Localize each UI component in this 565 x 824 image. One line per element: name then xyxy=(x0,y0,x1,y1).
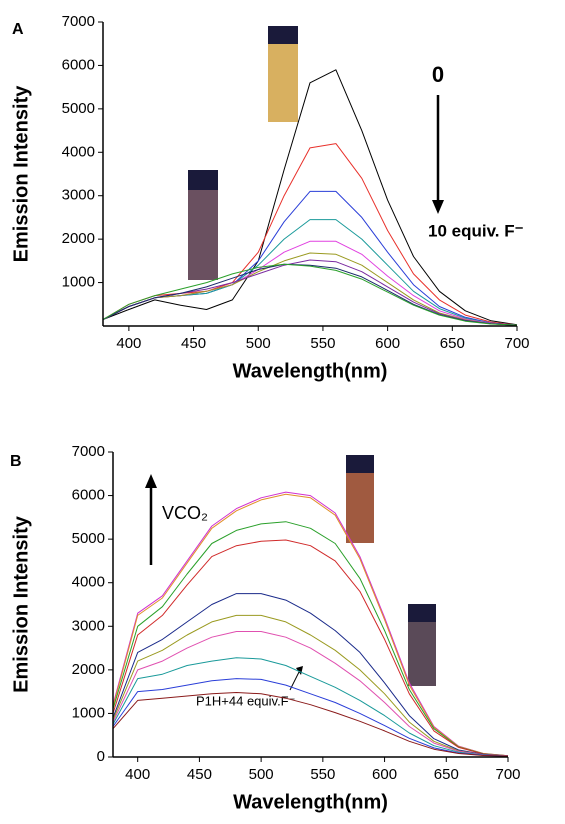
x-tick-label: 400 xyxy=(125,766,150,783)
emission-curve xyxy=(112,692,509,757)
arrow-head xyxy=(145,474,157,488)
arrow-head xyxy=(432,200,444,214)
emission-curve xyxy=(112,614,509,757)
x-tick-label: 400 xyxy=(116,335,141,352)
y-tick-label: 2000 xyxy=(72,661,105,678)
y-tick-label: 3000 xyxy=(62,187,95,204)
x-tick-label: 550 xyxy=(310,766,335,783)
x-tick-label: 450 xyxy=(187,766,212,783)
x-tick-label: 650 xyxy=(434,766,459,783)
y-tick-label: 6000 xyxy=(72,487,105,504)
emission-curve xyxy=(102,69,518,326)
emission-curve xyxy=(112,493,509,757)
emission-curve xyxy=(102,190,518,326)
emission-curve xyxy=(112,521,509,757)
x-tick-label: 600 xyxy=(375,335,400,352)
x-axis-title: Wavelength(nm) xyxy=(233,360,388,382)
emission-curve xyxy=(112,678,509,757)
vial-cap xyxy=(408,604,436,622)
vial-cap xyxy=(188,170,218,190)
annotation: 0 xyxy=(432,62,444,87)
y-tick-label: 2000 xyxy=(62,230,95,247)
y-tick-label: 7000 xyxy=(72,443,105,460)
y-tick-label: 4000 xyxy=(62,143,95,160)
vial-cap xyxy=(346,455,374,473)
y-tick-label: 6000 xyxy=(62,56,95,73)
y-tick-label: 5000 xyxy=(62,100,95,117)
y-axis-title: Emission Intensity xyxy=(10,85,32,263)
x-tick-label: 700 xyxy=(495,766,520,783)
x-axis-title: Wavelength(nm) xyxy=(233,791,388,813)
panel-label: B xyxy=(10,453,22,470)
y-tick-label: 3000 xyxy=(72,617,105,634)
emission-curve xyxy=(112,491,509,757)
x-tick-label: 450 xyxy=(181,335,206,352)
x-tick-label: 650 xyxy=(440,335,465,352)
emission-curve xyxy=(112,539,509,757)
x-tick-label: 550 xyxy=(310,335,335,352)
vial-cap xyxy=(268,26,298,44)
x-tick-label: 500 xyxy=(249,766,274,783)
emission-curve xyxy=(102,263,518,326)
x-tick-label: 600 xyxy=(372,766,397,783)
emission-curve xyxy=(112,593,509,757)
x-tick-label: 500 xyxy=(246,335,271,352)
emission-curve xyxy=(112,631,509,757)
y-tick-label: 0 xyxy=(97,748,105,765)
emission-curve xyxy=(112,657,509,757)
y-tick-label: 7000 xyxy=(62,13,95,30)
y-tick-label: 5000 xyxy=(72,530,105,547)
y-tick-label: 4000 xyxy=(72,574,105,591)
annotation: 10 equiv. F⁻ xyxy=(428,221,524,240)
emission-curve xyxy=(102,252,518,326)
annotation: VCO₂ xyxy=(162,503,208,523)
emission-curve xyxy=(102,143,518,326)
annotation: P1H+44 equiv.F⁻ xyxy=(196,693,295,708)
x-tick-label: 700 xyxy=(504,335,529,352)
y-tick-label: 1000 xyxy=(72,704,105,721)
y-tick-label: 1000 xyxy=(62,274,95,291)
panel-label: A xyxy=(12,21,24,38)
y-axis-title: Emission Intensity xyxy=(10,515,32,693)
